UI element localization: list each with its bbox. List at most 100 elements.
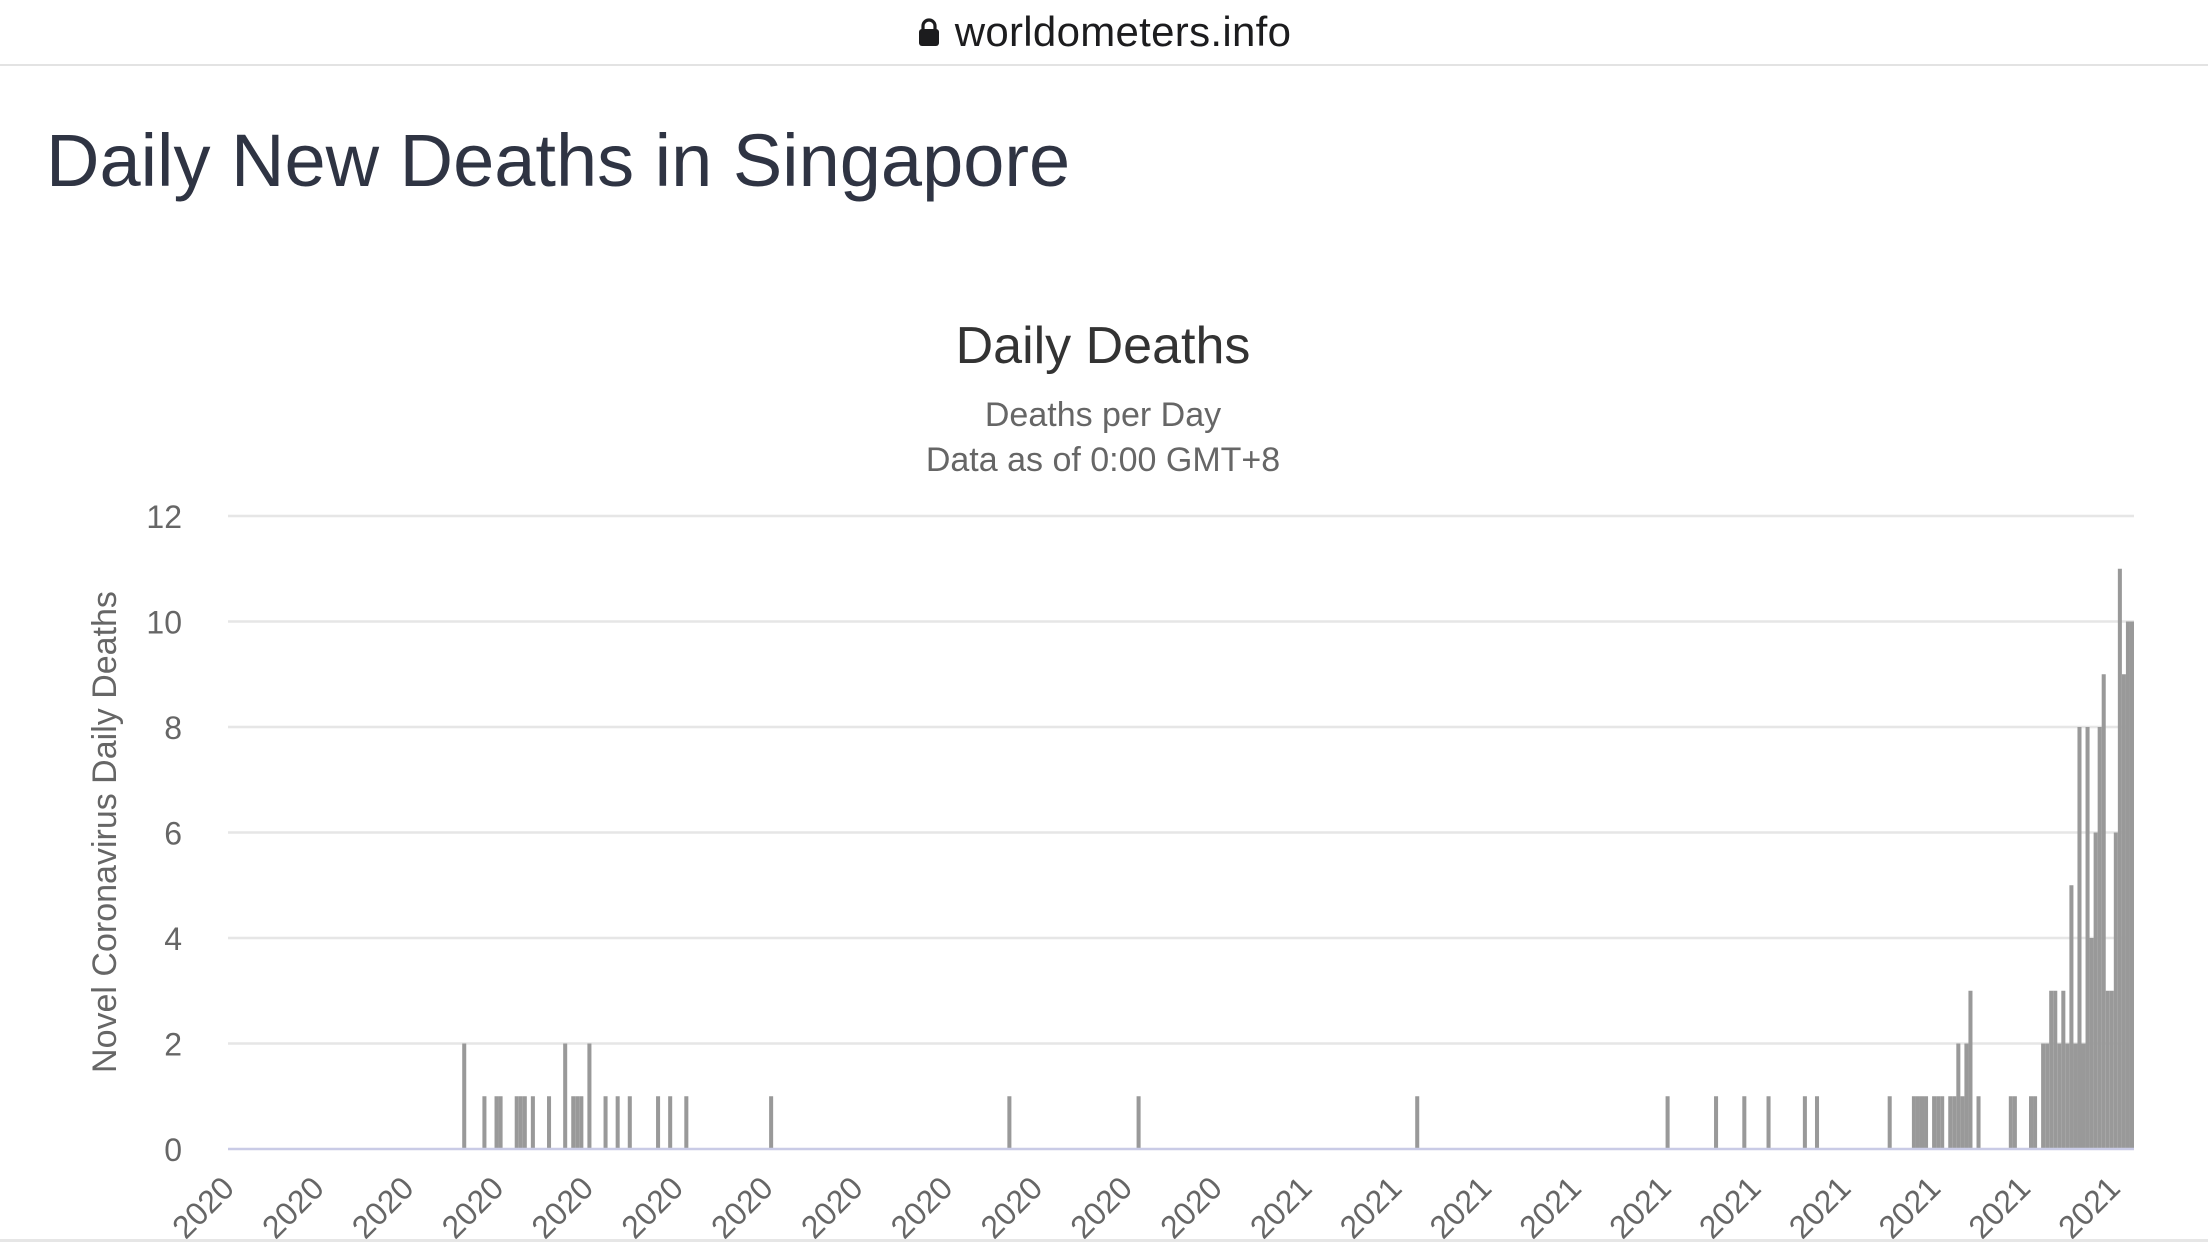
bar[interactable] xyxy=(2085,727,2090,1149)
bar[interactable] xyxy=(2057,1043,2062,1150)
bar[interactable] xyxy=(1665,1096,1670,1149)
bar[interactable] xyxy=(2089,938,2094,1149)
bar[interactable] xyxy=(2077,727,2082,1149)
x-tick-label: 2021 xyxy=(1872,1169,1948,1242)
bar[interactable] xyxy=(563,1043,568,1150)
bar[interactable] xyxy=(656,1096,661,1149)
x-tick-label: 2020 xyxy=(973,1169,1049,1242)
bar[interactable] xyxy=(2008,1096,2013,1149)
bar[interactable] xyxy=(684,1096,689,1149)
bar[interactable] xyxy=(2097,727,2102,1149)
bar[interactable] xyxy=(1936,1096,1941,1149)
bar[interactable] xyxy=(494,1096,499,1149)
bar[interactable] xyxy=(2073,1043,2078,1150)
bar[interactable] xyxy=(571,1096,576,1149)
y-tick-label: 6 xyxy=(164,816,182,852)
bar[interactable] xyxy=(2081,1043,2086,1150)
bar[interactable] xyxy=(1968,990,1973,1149)
bar[interactable] xyxy=(2121,674,2126,1149)
bar[interactable] xyxy=(522,1096,527,1149)
bar[interactable] xyxy=(2129,621,2134,1150)
bar[interactable] xyxy=(2117,568,2122,1149)
bar[interactable] xyxy=(615,1096,620,1149)
bar[interactable] xyxy=(2041,1043,2046,1150)
bar[interactable] xyxy=(514,1096,519,1149)
bar[interactable] xyxy=(2069,885,2074,1149)
y-tick-label: 8 xyxy=(164,710,182,746)
bar[interactable] xyxy=(530,1096,535,1149)
y-tick-label: 4 xyxy=(164,921,182,957)
bar[interactable] xyxy=(769,1096,774,1149)
x-tick-label: 2020 xyxy=(1153,1169,1229,1242)
bar[interactable] xyxy=(1136,1096,1141,1149)
bar[interactable] xyxy=(2045,1043,2050,1150)
x-tick-label: 2021 xyxy=(1512,1169,1588,1242)
bar[interactable] xyxy=(1932,1096,1937,1149)
x-tick-label: 2020 xyxy=(255,1169,331,1242)
bar[interactable] xyxy=(2093,832,2098,1150)
url-text[interactable]: worldometers.info xyxy=(954,8,1292,55)
bar[interactable] xyxy=(1714,1096,1719,1149)
x-tick-labels: 2020 2020 2020 2020 2020 2020 2020 2020 2020 2020… xyxy=(165,1169,2127,1242)
chart-subtitle-line-2: Data as of 0:00 GMT+8 xyxy=(926,441,1280,479)
bar[interactable] xyxy=(462,1043,467,1150)
x-tick-label: 2020 xyxy=(165,1169,241,1242)
bar[interactable] xyxy=(2029,1096,2034,1149)
bar[interactable] xyxy=(1915,1096,1920,1149)
bar[interactable] xyxy=(2053,990,2058,1149)
bar[interactable] xyxy=(668,1096,673,1149)
bar[interactable] xyxy=(2012,1096,2017,1149)
x-tick-label: 2021 xyxy=(1782,1169,1858,1242)
bar[interactable] xyxy=(603,1096,608,1149)
bar[interactable] xyxy=(482,1096,487,1149)
bar[interactable] xyxy=(2033,1096,2038,1149)
browser-address-bar[interactable]: worldometers.info xyxy=(0,0,2208,66)
bar[interactable] xyxy=(2061,990,2066,1149)
y-tick-label: 10 xyxy=(146,605,182,641)
x-tick-label: 2020 xyxy=(1063,1169,1139,1242)
bar[interactable] xyxy=(1415,1096,1420,1149)
page-title: Daily New Deaths in Singapore xyxy=(46,119,1071,202)
page-bottom-divider xyxy=(0,1239,2208,1242)
x-tick-label: 2020 xyxy=(345,1169,421,1242)
x-tick-label: 2020 xyxy=(884,1169,960,1242)
bar[interactable] xyxy=(1814,1096,1820,1149)
bar[interactable] xyxy=(518,1096,523,1149)
bar[interactable] xyxy=(1948,1096,1953,1149)
bar[interactable] xyxy=(547,1096,552,1149)
bar[interactable] xyxy=(1976,1096,1981,1149)
bar[interactable] xyxy=(1960,1096,1965,1149)
x-tick-label: 2021 xyxy=(1961,1169,2037,1242)
lock-icon xyxy=(918,18,939,46)
y-tick-label: 2 xyxy=(164,1027,182,1063)
bar[interactable] xyxy=(2101,674,2106,1149)
bar[interactable] xyxy=(1964,1043,1969,1150)
bar[interactable] xyxy=(1766,1096,1771,1149)
y-tick-labels: 0 2 4 6 8 10 12 xyxy=(146,499,182,1168)
bar[interactable] xyxy=(498,1096,503,1149)
bar[interactable] xyxy=(1919,1096,1925,1149)
bar[interactable] xyxy=(1887,1096,1892,1149)
bar[interactable] xyxy=(1802,1096,1807,1149)
bar[interactable] xyxy=(2109,990,2114,1149)
bar[interactable] xyxy=(627,1096,632,1149)
bar[interactable] xyxy=(575,1096,580,1149)
bar[interactable] xyxy=(2065,1043,2070,1150)
bar[interactable] xyxy=(1952,1096,1957,1149)
bar[interactable] xyxy=(1911,1096,1916,1149)
bar[interactable] xyxy=(1742,1096,1747,1149)
bar[interactable] xyxy=(1956,1043,1961,1150)
bar[interactable] xyxy=(2125,621,2130,1150)
bar[interactable] xyxy=(587,1043,592,1150)
bar[interactable] xyxy=(1924,1096,1929,1149)
bar[interactable] xyxy=(1007,1096,1012,1149)
chart-subtitle-line-1: Deaths per Day xyxy=(985,396,1221,434)
bar[interactable] xyxy=(2105,990,2110,1149)
bar[interactable] xyxy=(2049,990,2054,1149)
x-tick-label: 2021 xyxy=(1422,1169,1498,1242)
bar[interactable] xyxy=(1940,1096,1945,1149)
bar[interactable] xyxy=(579,1096,584,1149)
x-tick-label: 2021 xyxy=(1692,1169,1768,1242)
x-tick-label: 2021 xyxy=(1602,1169,1678,1242)
bar[interactable] xyxy=(2113,832,2118,1150)
